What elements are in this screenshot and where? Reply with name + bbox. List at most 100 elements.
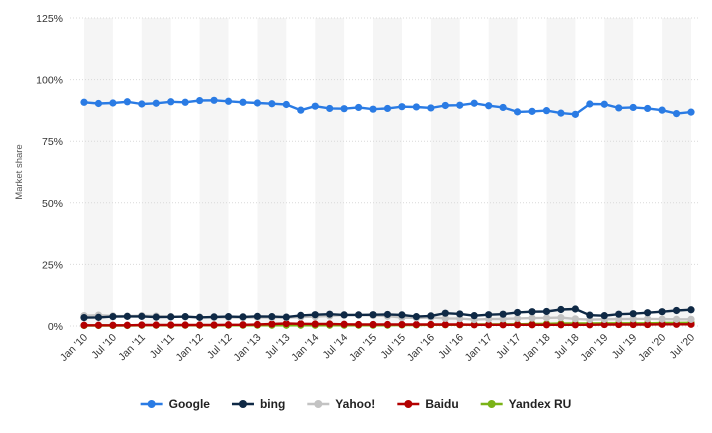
column-band xyxy=(373,18,402,326)
data-point xyxy=(586,321,594,329)
data-point xyxy=(456,320,464,329)
x-tick-label: Jan '14 xyxy=(289,332,321,364)
data-point xyxy=(557,321,565,329)
data-point xyxy=(210,321,218,329)
x-tick-label: Jan '11 xyxy=(116,332,148,364)
x-tick-label: Jan '15 xyxy=(347,332,379,364)
data-point xyxy=(297,311,305,320)
data-point xyxy=(123,321,131,329)
data-point xyxy=(109,321,117,329)
data-point xyxy=(224,321,233,329)
legend[interactable]: Google bing Yahoo! Baidu Yandex RU xyxy=(140,397,572,411)
column-band xyxy=(199,18,229,326)
data-point xyxy=(253,312,262,320)
data-point xyxy=(398,103,406,111)
x-tick-label: Jan '17 xyxy=(463,332,495,364)
data-point xyxy=(224,97,233,105)
data-point xyxy=(542,107,551,115)
data-point xyxy=(282,100,290,109)
legend-item-baidu[interactable]: Baidu xyxy=(397,397,459,411)
x-tick-label: Jul '11 xyxy=(148,332,177,361)
data-point xyxy=(398,311,406,319)
gridlines xyxy=(70,17,700,327)
legend-item-google[interactable]: Google xyxy=(140,397,211,411)
x-tick-label: Jan '19 xyxy=(578,332,610,364)
data-point xyxy=(470,321,478,329)
data-point xyxy=(687,306,695,314)
data-point xyxy=(542,314,551,322)
data-point xyxy=(557,109,565,117)
series-bing xyxy=(80,305,695,322)
x-tick-label: Jul '18 xyxy=(552,332,582,362)
data-point xyxy=(513,321,522,329)
data-point xyxy=(528,107,536,115)
column-band xyxy=(488,18,518,326)
data-point xyxy=(672,320,681,328)
legend-label: Yandex RU xyxy=(509,397,572,411)
data-point xyxy=(644,309,652,317)
data-point xyxy=(658,315,666,323)
legend-marker-symbol xyxy=(147,400,156,408)
x-tick-label: Jul '16 xyxy=(436,332,466,362)
data-point xyxy=(629,315,637,323)
column-band xyxy=(315,18,345,326)
data-point xyxy=(383,104,392,113)
data-point xyxy=(80,321,88,329)
data-point xyxy=(326,320,334,328)
data-point xyxy=(412,313,421,321)
data-point xyxy=(528,314,536,322)
data-point xyxy=(383,320,392,329)
data-point xyxy=(311,311,319,319)
x-tick-label: Jul '13 xyxy=(263,332,293,362)
data-point xyxy=(441,320,449,329)
data-point xyxy=(282,313,290,321)
x-tick-label: Jul '15 xyxy=(378,332,408,362)
data-point xyxy=(383,310,392,319)
data-point xyxy=(600,312,608,320)
data-point xyxy=(268,100,276,108)
data-point xyxy=(253,320,262,329)
column-band xyxy=(604,18,634,326)
data-point xyxy=(571,315,579,323)
data-point xyxy=(354,320,363,329)
x-tick-label: Jul '12 xyxy=(205,332,235,362)
data-point xyxy=(542,307,551,316)
data-point xyxy=(542,321,551,329)
legend-item-yandex-ru[interactable]: Yandex RU xyxy=(480,397,572,411)
series-baidu xyxy=(80,319,695,329)
data-point xyxy=(687,320,695,328)
legend-label: Google xyxy=(169,397,211,411)
data-point xyxy=(687,108,695,116)
x-tick-label: Jul '10 xyxy=(89,332,119,362)
series-google xyxy=(80,96,695,118)
data-point xyxy=(268,313,276,321)
data-point xyxy=(470,99,478,107)
data-point xyxy=(94,99,103,108)
legend-item-yahoo[interactable]: Yahoo! xyxy=(307,397,375,411)
data-point xyxy=(499,310,507,318)
data-point xyxy=(311,102,319,110)
y-tick-label: 0% xyxy=(48,321,63,333)
data-point xyxy=(239,313,247,321)
data-point xyxy=(528,308,536,316)
data-point xyxy=(600,100,608,108)
data-point xyxy=(412,103,421,111)
legend-marker-symbol xyxy=(314,400,323,408)
data-point xyxy=(239,98,247,106)
data-point xyxy=(181,321,189,329)
y-tick-label: 50% xyxy=(42,198,63,210)
legend-item-bing[interactable]: bing xyxy=(231,397,285,411)
y-tick-label: 25% xyxy=(42,259,63,271)
data-point xyxy=(109,99,117,107)
data-point xyxy=(109,313,117,321)
column-band xyxy=(662,18,691,326)
legend-label: Yahoo! xyxy=(335,397,375,411)
data-point xyxy=(586,311,594,319)
data-point xyxy=(152,99,160,107)
data-point xyxy=(354,311,363,319)
data-point xyxy=(354,103,363,112)
data-point xyxy=(181,98,189,106)
data-point xyxy=(557,305,565,314)
x-tick-label: Jul '17 xyxy=(494,332,524,362)
